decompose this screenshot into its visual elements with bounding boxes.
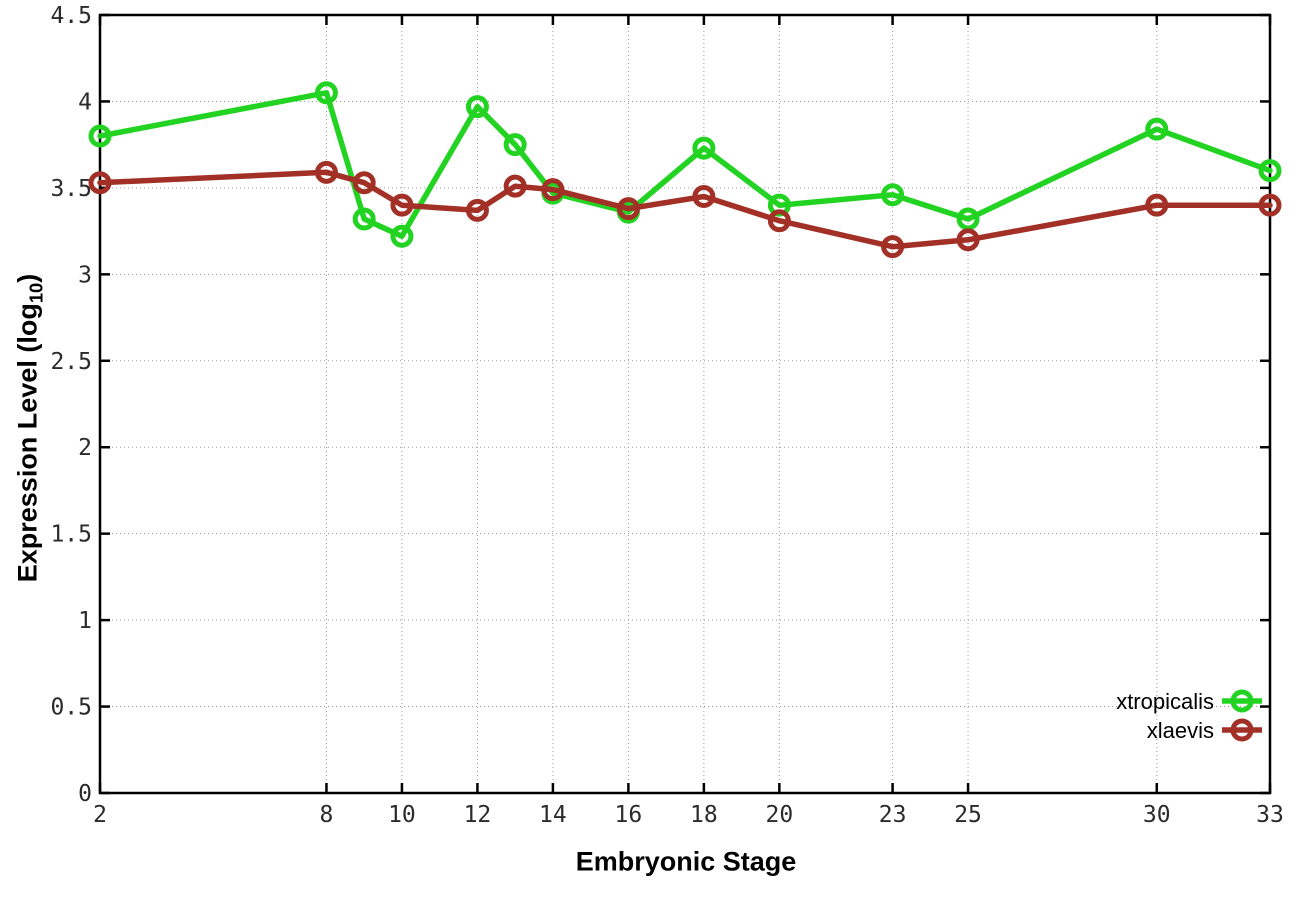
y-tick-label-3: 3 [78, 262, 92, 288]
legend-marker-xlaevis [1230, 718, 1254, 742]
plot-border [98, 13, 1272, 795]
data-point-xtropicalis-stage-23 [881, 183, 905, 207]
data-point-xlaevis-stage-30 [1145, 193, 1169, 217]
data-point-xtropicalis-stage-8 [314, 81, 338, 105]
x-tick-label-8: 8 [320, 802, 334, 828]
series-line-xlaevis [97, 169, 1273, 250]
x-tick-label-14: 14 [539, 802, 567, 828]
data-point-xlaevis-stage-23 [881, 235, 905, 259]
legend-marker-xtropicalis [1230, 689, 1254, 713]
data-point-xtropicalis-stage-30 [1145, 117, 1169, 141]
x-tick-label-33: 33 [1256, 802, 1284, 828]
x-tick-label-12: 12 [464, 802, 492, 828]
y-axis-title-close: ) [12, 273, 43, 283]
data-point-xlaevis-stage-18 [692, 185, 716, 209]
data-point-xtropicalis-stage-25 [956, 207, 980, 231]
data-point-xlaevis-stage-25 [956, 228, 980, 252]
data-point-xtropicalis-stage-12 [465, 95, 489, 119]
x-tick-label-2: 2 [93, 802, 107, 828]
data-point-xlaevis-stage-9 [352, 171, 376, 195]
data-point-xlaevis-stage-20 [767, 209, 791, 233]
x-tick-label-30: 30 [1143, 802, 1171, 828]
x-tick-label-18: 18 [690, 802, 718, 828]
data-point-xlaevis-stage-16 [616, 197, 640, 221]
data-point-xlaevis-stage-12 [465, 198, 489, 222]
y-axis-title: Expression Level (log10) [12, 274, 47, 583]
x-tick-label-23: 23 [879, 802, 907, 828]
y-tick-label-0.5: 0.5 [50, 695, 92, 721]
data-point-xtropicalis-stage-2 [88, 124, 112, 148]
y-tick-label-3.5: 3.5 [50, 176, 92, 202]
data-point-xtropicalis-stage-10 [390, 224, 414, 248]
x-tick-label-25: 25 [954, 802, 982, 828]
data-point-xtropicalis-stage-9 [352, 207, 376, 231]
x-tick-label-16: 16 [615, 802, 643, 828]
y-axis-title-text: Expression Level (log [12, 303, 43, 583]
data-point-xlaevis-stage-33 [1258, 193, 1282, 217]
y-tick-label-4: 4 [78, 89, 92, 115]
y-tick-label-4.5: 4.5 [50, 3, 92, 29]
x-tick-label-10: 10 [388, 802, 416, 828]
legend-label-xlaevis: xlaevis [1147, 718, 1214, 743]
y-tick-label-0: 0 [78, 781, 92, 807]
x-axis-title: Embryonic Stage [575, 846, 797, 877]
data-point-xtropicalis-stage-18 [692, 136, 716, 160]
y-tick-label-2.5: 2.5 [50, 349, 92, 375]
data-point-xtropicalis-stage-13 [503, 133, 527, 157]
x-tick-label-20: 20 [766, 802, 794, 828]
data-point-xlaevis-stage-13 [503, 174, 527, 198]
y-tick-label-1.5: 1.5 [50, 522, 92, 548]
y-axis-title-subscript: 10 [25, 282, 47, 304]
data-point-xlaevis-stage-8 [314, 160, 338, 184]
data-point-xlaevis-stage-10 [390, 193, 414, 217]
y-tick-label-2: 2 [78, 435, 92, 461]
data-point-xlaevis-stage-2 [88, 171, 112, 195]
legend-label-xtropicalis: xtropicalis [1116, 689, 1214, 714]
data-point-xtropicalis-stage-33 [1258, 159, 1282, 183]
data-point-xlaevis-stage-14 [541, 178, 565, 202]
y-tick-label-1: 1 [78, 608, 92, 634]
